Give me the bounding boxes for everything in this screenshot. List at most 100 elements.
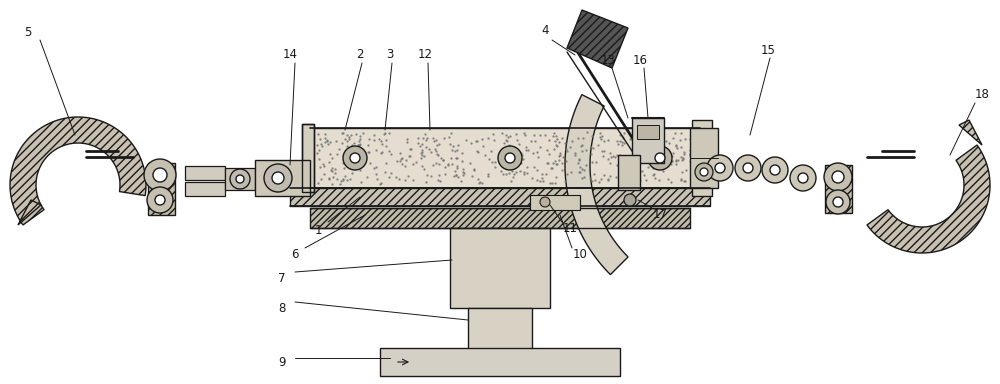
Point: [683, 145, 699, 151]
Text: 18: 18: [975, 88, 989, 101]
Point: [567, 150, 583, 156]
Point: [584, 178, 600, 184]
Point: [373, 138, 389, 144]
Point: [595, 152, 611, 159]
Point: [443, 130, 459, 136]
Point: [516, 169, 532, 175]
Circle shape: [153, 168, 167, 182]
Point: [453, 178, 469, 184]
Text: 11: 11: [562, 222, 578, 235]
Point: [594, 133, 610, 139]
Point: [502, 133, 518, 139]
Point: [506, 171, 522, 177]
Point: [594, 148, 610, 154]
Point: [574, 166, 590, 172]
Point: [619, 177, 635, 183]
Point: [545, 160, 561, 166]
Bar: [637, 125, 659, 139]
Point: [431, 161, 447, 167]
Point: [572, 164, 588, 170]
Point: [325, 174, 341, 180]
Point: [389, 158, 405, 164]
Text: 9: 9: [278, 356, 286, 369]
Point: [612, 138, 628, 144]
Text: 14: 14: [283, 48, 298, 61]
Bar: [302, 124, 314, 192]
Point: [682, 158, 698, 164]
Point: [584, 159, 600, 165]
Point: [431, 141, 447, 147]
Point: [634, 168, 650, 174]
Point: [346, 140, 362, 146]
Polygon shape: [825, 165, 852, 213]
Point: [539, 147, 555, 153]
Point: [449, 147, 465, 154]
Point: [540, 160, 556, 166]
Point: [630, 162, 646, 168]
Circle shape: [700, 168, 708, 176]
Point: [372, 181, 388, 187]
Point: [562, 144, 578, 150]
Point: [615, 173, 631, 179]
Point: [544, 180, 560, 186]
Point: [371, 136, 387, 142]
Circle shape: [505, 153, 515, 163]
Point: [332, 181, 348, 187]
Point: [441, 134, 457, 140]
Point: [423, 149, 439, 155]
Point: [324, 165, 340, 171]
Circle shape: [832, 171, 844, 183]
Point: [514, 152, 530, 158]
Point: [663, 161, 679, 167]
Point: [530, 154, 546, 160]
Point: [655, 168, 671, 174]
Point: [638, 177, 654, 183]
Point: [463, 140, 479, 146]
Point: [515, 156, 531, 162]
Point: [498, 171, 514, 177]
Point: [602, 150, 618, 156]
Point: [609, 137, 625, 144]
Point: [583, 151, 599, 157]
Point: [646, 140, 662, 146]
Point: [614, 142, 630, 148]
Point: [648, 136, 664, 142]
Point: [487, 164, 503, 170]
Point: [353, 179, 369, 185]
Point: [646, 139, 662, 146]
Point: [351, 142, 367, 149]
Point: [512, 159, 528, 165]
Point: [334, 130, 350, 136]
Point: [350, 142, 366, 149]
Point: [574, 148, 590, 154]
Point: [447, 167, 463, 174]
Circle shape: [624, 194, 636, 206]
Text: 6: 6: [291, 248, 299, 262]
Point: [646, 171, 662, 177]
Point: [592, 130, 608, 136]
Point: [516, 170, 532, 177]
Point: [622, 136, 638, 142]
Point: [419, 172, 435, 178]
Point: [378, 160, 394, 166]
Point: [474, 136, 490, 142]
Point: [344, 142, 360, 148]
Point: [534, 174, 550, 180]
Point: [612, 132, 628, 138]
Point: [437, 164, 453, 170]
Point: [319, 138, 335, 144]
Point: [392, 158, 408, 164]
Point: [508, 131, 524, 137]
Point: [559, 147, 575, 154]
Circle shape: [824, 163, 852, 191]
Point: [472, 179, 488, 185]
Point: [520, 147, 536, 153]
Point: [567, 152, 583, 159]
Point: [383, 170, 399, 176]
Point: [576, 167, 592, 173]
Circle shape: [264, 164, 292, 192]
Point: [578, 147, 594, 153]
Bar: [310, 128, 700, 188]
Point: [408, 159, 424, 165]
Point: [529, 177, 545, 183]
